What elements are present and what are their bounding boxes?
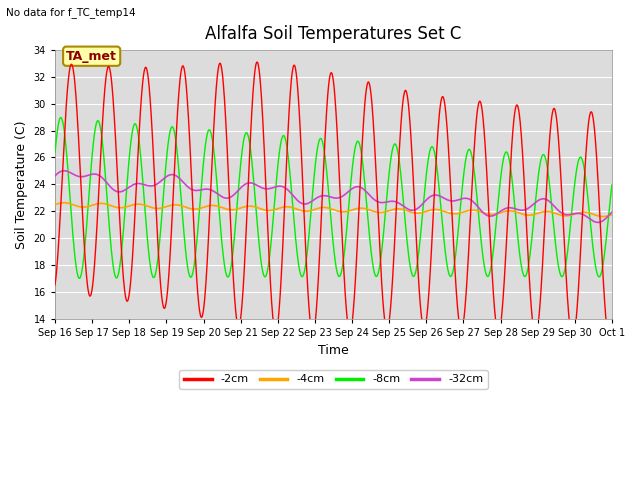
- Y-axis label: Soil Temperature (C): Soil Temperature (C): [15, 120, 28, 249]
- Title: Alfalfa Soil Temperatures Set C: Alfalfa Soil Temperatures Set C: [205, 24, 461, 43]
- X-axis label: Time: Time: [318, 344, 349, 357]
- Text: No data for f_TC_temp14: No data for f_TC_temp14: [6, 7, 136, 18]
- Text: TA_met: TA_met: [66, 50, 117, 63]
- Legend: -2cm, -4cm, -8cm, -32cm: -2cm, -4cm, -8cm, -32cm: [179, 370, 488, 389]
